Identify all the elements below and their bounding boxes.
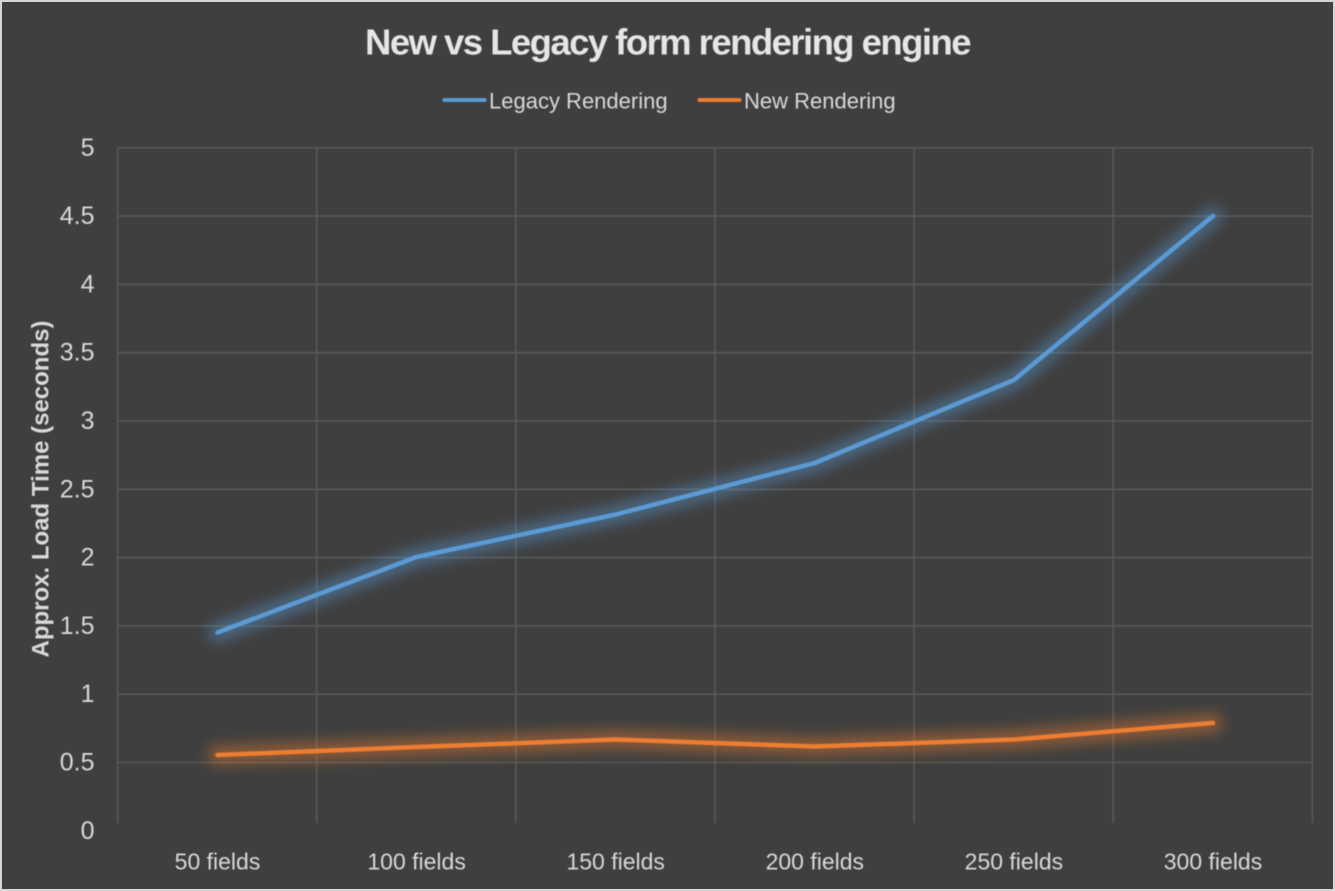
svg-text:2: 2 <box>81 544 95 572</box>
svg-text:1.5: 1.5 <box>60 612 95 640</box>
svg-text:4.5: 4.5 <box>60 202 95 230</box>
svg-text:150 fields: 150 fields <box>566 849 664 875</box>
svg-text:0.5: 0.5 <box>60 749 95 777</box>
svg-text:Approx. Load Time (seconds): Approx. Load Time (seconds) <box>28 321 55 658</box>
svg-text:1: 1 <box>81 680 95 708</box>
svg-text:4: 4 <box>81 270 95 298</box>
svg-text:3: 3 <box>81 407 95 435</box>
svg-text:2.5: 2.5 <box>60 475 95 503</box>
svg-text:300 fields: 300 fields <box>1164 849 1262 875</box>
svg-text:New Rendering: New Rendering <box>744 88 896 113</box>
svg-text:250 fields: 250 fields <box>965 849 1063 875</box>
svg-text:Legacy Rendering: Legacy Rendering <box>489 88 668 113</box>
svg-text:200 fields: 200 fields <box>766 849 864 875</box>
svg-text:3.5: 3.5 <box>60 339 95 367</box>
svg-text:New vs Legacy form rendering e: New vs Legacy form rendering engine <box>365 22 971 63</box>
svg-text:100 fields: 100 fields <box>367 849 465 875</box>
svg-text:5: 5 <box>81 134 95 162</box>
svg-text:0: 0 <box>81 817 95 845</box>
svg-text:50 fields: 50 fields <box>175 849 261 875</box>
